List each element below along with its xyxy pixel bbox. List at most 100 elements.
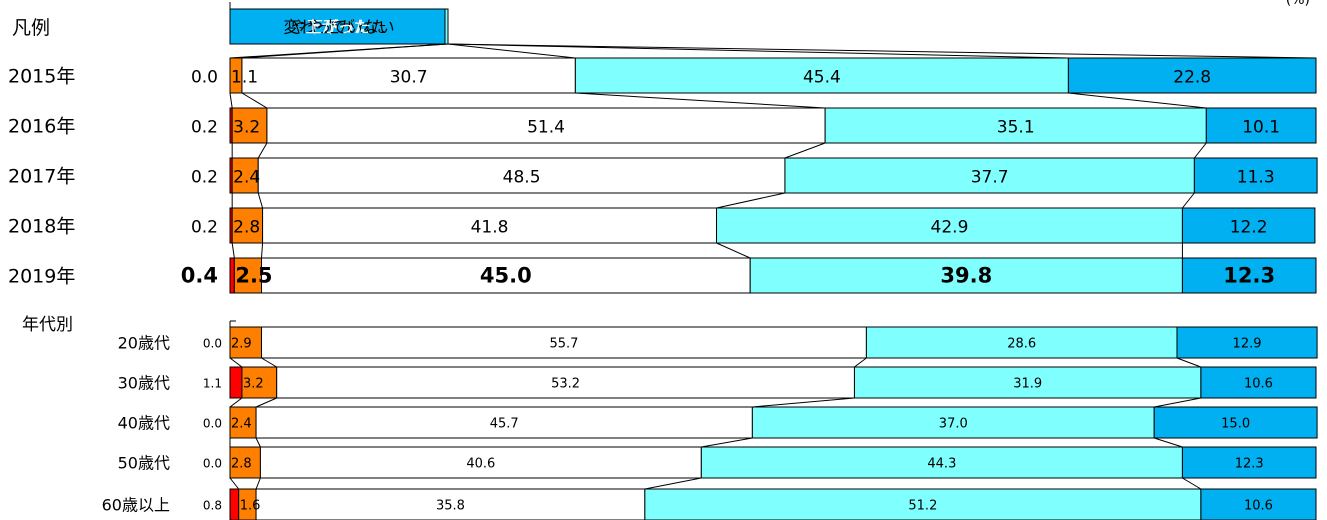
bar-segment xyxy=(229,326,262,359)
data-label: 15.0 xyxy=(1221,417,1250,432)
data-label: 45.7 xyxy=(490,417,519,432)
data-label: 11.3 xyxy=(1237,168,1275,188)
bar-segment xyxy=(1193,157,1318,194)
data-label: 2.5 xyxy=(235,264,272,288)
data-label: 1.1 xyxy=(203,377,222,391)
data-label: 41.8 xyxy=(471,218,509,238)
data-label: 0.2 xyxy=(191,168,218,188)
data-label: 10.6 xyxy=(1244,499,1273,514)
connector-line xyxy=(229,397,243,408)
data-label: 51.2 xyxy=(908,499,937,514)
category-label: 2015年 xyxy=(8,66,75,88)
connector-line xyxy=(255,397,277,408)
connector-line xyxy=(229,92,233,109)
bar-segment xyxy=(255,488,646,520)
connector-line xyxy=(752,397,855,408)
unit-label: (%) xyxy=(1286,0,1310,8)
legend-title: 凡例 xyxy=(12,17,50,39)
bar-segment xyxy=(229,257,235,294)
connector-line xyxy=(716,192,786,209)
connector-line xyxy=(1182,192,1195,209)
data-label: 2.8 xyxy=(231,457,252,472)
connector-line xyxy=(447,43,576,59)
connector-line xyxy=(255,477,261,490)
data-label: 0.0 xyxy=(203,417,222,431)
connector-line xyxy=(1068,92,1207,109)
connector-line xyxy=(260,242,264,259)
data-label: 31.9 xyxy=(1013,377,1042,392)
bar-segment xyxy=(260,257,751,294)
bar-segment xyxy=(1181,257,1317,294)
data-label: 1.1 xyxy=(231,68,258,88)
legend-swatch-5 xyxy=(229,8,446,45)
legend-label-4: やや上がった xyxy=(291,18,387,37)
data-label: 2.4 xyxy=(231,417,252,432)
bar-segment xyxy=(276,366,855,399)
data-label: 2.8 xyxy=(233,218,260,238)
bar-segment xyxy=(241,57,576,94)
bar-segment xyxy=(1153,406,1318,439)
data-label: 3.2 xyxy=(233,118,260,138)
legend-label-3: 変わっていない xyxy=(283,18,394,37)
category-label: 2016年 xyxy=(8,116,75,138)
bar-segment xyxy=(266,107,826,144)
connector-line xyxy=(1154,437,1183,448)
connector-line xyxy=(644,477,702,490)
connector-line xyxy=(784,142,826,159)
bar-segment xyxy=(574,57,1069,94)
legend-label-2: やや下がった xyxy=(291,18,387,37)
data-label: 0.4 xyxy=(181,264,218,288)
data-label: 0.2 xyxy=(191,118,218,138)
category-label: 40歳代 xyxy=(118,414,170,433)
data-label: 37.0 xyxy=(939,417,968,432)
connector-line xyxy=(231,242,235,259)
bar-segment xyxy=(716,207,1183,244)
data-label: 2.9 xyxy=(231,337,252,352)
category-label: 60歳以上 xyxy=(102,496,170,515)
data-label: 45.4 xyxy=(803,68,841,88)
bar-segment xyxy=(1181,207,1316,244)
bar-segment xyxy=(229,366,243,399)
data-label: 10.6 xyxy=(1244,377,1273,392)
data-label: 28.6 xyxy=(1007,337,1036,352)
bar-segment xyxy=(1200,488,1317,520)
data-label: 12.9 xyxy=(1233,337,1262,352)
connector-line xyxy=(444,43,1317,59)
data-label: 0.8 xyxy=(203,499,222,513)
data-label: 37.7 xyxy=(971,168,1009,188)
connector-line xyxy=(261,357,277,368)
bar-segment xyxy=(257,157,786,194)
connector-line xyxy=(257,142,268,159)
connector-line xyxy=(1154,397,1201,408)
connector-line xyxy=(716,242,751,259)
bar-segment xyxy=(700,446,1183,479)
bar-segments xyxy=(229,8,1318,520)
data-label: 22.8 xyxy=(1173,68,1211,88)
bar-segment xyxy=(255,406,753,439)
bar-segment xyxy=(644,488,1202,520)
data-label: 0.0 xyxy=(191,68,218,88)
bar-segment xyxy=(1176,326,1318,359)
category-label: 30歳代 xyxy=(118,374,170,393)
legend-label-5: 上がった xyxy=(305,18,369,37)
data-label: 12.3 xyxy=(1235,457,1264,472)
bar-segment xyxy=(853,366,1202,399)
data-label: 0.2 xyxy=(191,218,218,238)
data-label: 35.1 xyxy=(997,118,1035,138)
data-label: 30.7 xyxy=(390,68,428,88)
data-label: 10.1 xyxy=(1242,118,1280,138)
bar-segment xyxy=(784,157,1195,194)
data-label: 39.8 xyxy=(940,264,992,288)
data-label: 45.0 xyxy=(480,264,532,288)
category-label: 2019年 xyxy=(8,266,75,288)
bar-segment xyxy=(262,207,718,244)
bar-connector-lines xyxy=(229,2,1317,490)
connector-line xyxy=(241,43,449,59)
data-label: 1.6 xyxy=(240,499,261,514)
section-title-age: 年代別 xyxy=(22,315,73,335)
category-label: 2018年 xyxy=(8,216,75,238)
data-label: 48.5 xyxy=(503,168,541,188)
data-label: 42.9 xyxy=(931,218,969,238)
data-label: 35.8 xyxy=(436,499,465,514)
